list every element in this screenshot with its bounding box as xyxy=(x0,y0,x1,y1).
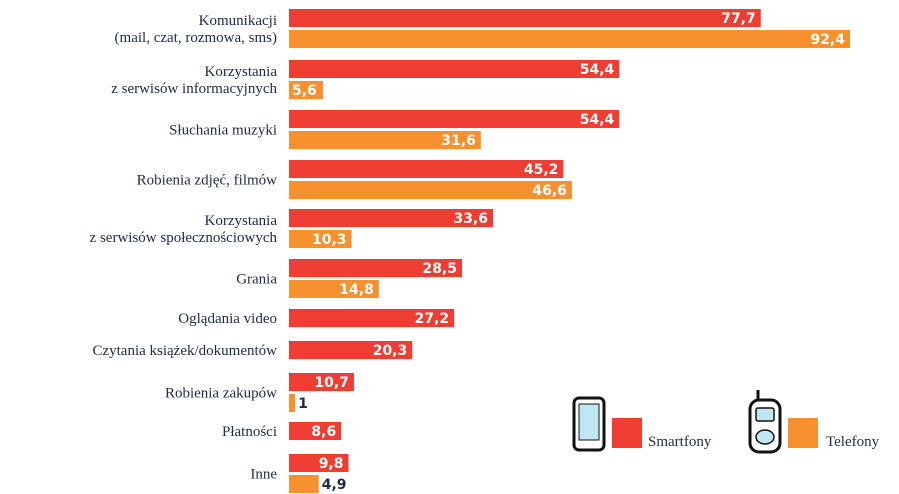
flip-phone-icon xyxy=(748,390,782,454)
bar-smartfony xyxy=(289,209,493,227)
category-label-line: Korzystania xyxy=(205,213,278,229)
bar-smartfony xyxy=(289,259,463,277)
bar-telefony xyxy=(289,280,379,298)
category-label: Oglądania video xyxy=(178,311,277,327)
data-label: 8,6 xyxy=(311,424,336,440)
data-label: 1 xyxy=(298,396,308,412)
category-label: Słuchania muzyki xyxy=(169,123,277,139)
category-label-line: Korzystania xyxy=(205,64,278,80)
bar-smartfony xyxy=(289,110,620,128)
category-label: Robienia zdjęć, filmów xyxy=(137,173,278,189)
bar-smartfony xyxy=(289,9,761,27)
category-label-line: Komunikacji xyxy=(199,13,277,29)
category-label-line: Oglądania video xyxy=(178,311,277,327)
legend: Smartfony Telefony xyxy=(572,390,880,454)
category-label: Grania xyxy=(236,272,277,288)
smartphone-icon xyxy=(572,396,606,452)
legend-swatch-smartfony xyxy=(612,418,642,448)
data-label: 54,4 xyxy=(580,112,615,128)
legend-swatch-telefony xyxy=(788,418,818,448)
data-label: 77,7 xyxy=(721,11,756,27)
bar-smartfony xyxy=(289,341,413,359)
data-label: 92,4 xyxy=(810,32,845,48)
bar-smartfony xyxy=(289,422,342,440)
data-label: 10,3 xyxy=(312,232,347,248)
bar-telefony xyxy=(289,475,319,493)
bar-telefony xyxy=(289,230,352,248)
category-label: Korzystania z serwisów informacyjnych xyxy=(111,64,277,97)
data-label: 28,5 xyxy=(422,261,457,277)
data-label: 20,3 xyxy=(373,343,408,359)
bar-smartfony xyxy=(289,373,354,391)
legend-label-smartfony: Smartfony xyxy=(648,434,712,450)
data-label: 4,9 xyxy=(322,477,347,493)
data-label: 9,8 xyxy=(319,456,344,472)
category-label-line: Słuchania muzyki xyxy=(169,123,277,139)
category-label: Płatności xyxy=(222,424,277,440)
category-label-line: z serwisów informacyjnych xyxy=(111,81,277,97)
data-label: 5,6 xyxy=(292,83,317,99)
bar-smartfony xyxy=(289,160,564,178)
data-label: 46,6 xyxy=(532,183,567,199)
category-label-line: z serwisów społecznościowych xyxy=(90,230,278,246)
category-label-line: Robienia zdjęć, filmów xyxy=(137,173,278,189)
bar-telefony xyxy=(289,30,850,48)
bars xyxy=(289,9,850,493)
category-label: Inne xyxy=(250,467,277,483)
bar-telefony xyxy=(289,394,296,412)
category-label: Robienia zakupów xyxy=(165,386,277,402)
bar-telefony xyxy=(289,81,323,99)
bar-telefony xyxy=(289,131,481,149)
bar-smartfony xyxy=(289,454,349,472)
data-label: 14,8 xyxy=(339,282,374,298)
category-label-line: Grania xyxy=(236,272,277,288)
data-label: 31,6 xyxy=(441,133,476,149)
category-labels: Komunikacji (mail, czat, rozmowa, sms) Kor… xyxy=(90,13,278,483)
data-label: 27,2 xyxy=(415,311,450,327)
legend-label-telefony: Telefony xyxy=(826,434,880,450)
value-labels: 77,7 92,4 54,4 5,6 54,4 31,6 45,2 46,6 33,6 10,3 2… xyxy=(292,11,845,493)
data-label: 45,2 xyxy=(524,162,559,178)
bar-telefony xyxy=(289,181,572,199)
category-label-line: Inne xyxy=(250,467,277,483)
category-label-line: Czytania książek/dokumentów xyxy=(92,343,277,359)
bar-smartfony xyxy=(289,60,620,78)
data-label: 33,6 xyxy=(453,211,488,227)
data-label: 10,7 xyxy=(314,375,349,391)
data-label: 54,4 xyxy=(580,62,615,78)
category-label-line: Płatności xyxy=(222,424,277,440)
category-label: Komunikacji (mail, czat, rozmowa, sms) xyxy=(115,13,277,46)
category-label: Czytania książek/dokumentów xyxy=(92,343,277,359)
category-label-line: (mail, czat, rozmowa, sms) xyxy=(115,30,277,46)
category-label-line: Robienia zakupów xyxy=(165,386,277,402)
category-label: Korzystania z serwisów społecznościowych xyxy=(90,213,278,246)
bar-smartfony xyxy=(289,309,455,327)
